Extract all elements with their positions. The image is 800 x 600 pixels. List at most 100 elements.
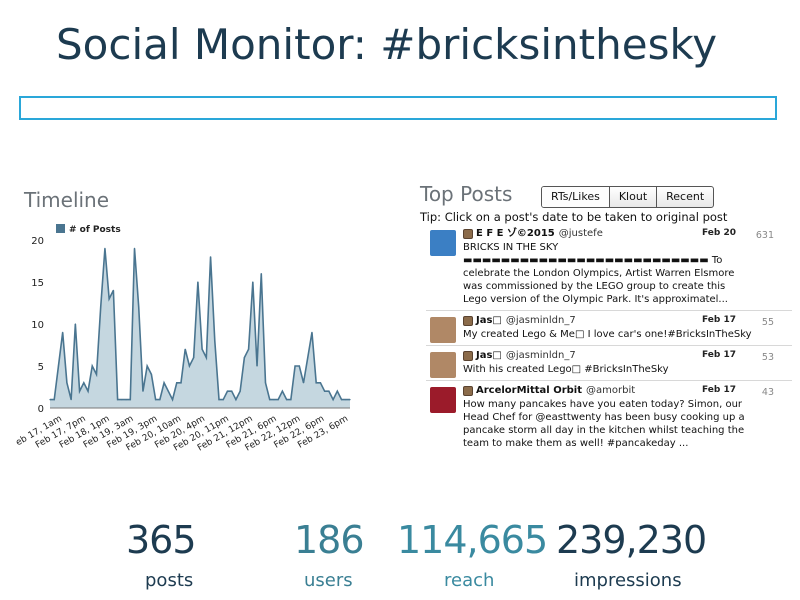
stat-posts-label: posts (145, 570, 194, 591)
data-point (298, 365, 300, 367)
tab-rts-likes[interactable]: RTs/Likes (542, 187, 610, 207)
data-point (239, 390, 241, 392)
data-point (100, 306, 102, 308)
post-date-link[interactable]: Feb 17 (702, 385, 736, 395)
post-author[interactable]: Jas□ (476, 350, 502, 361)
data-point (264, 382, 267, 384)
data-point (319, 382, 322, 384)
avatar[interactable] (430, 387, 456, 413)
data-point (302, 382, 305, 384)
data-point (222, 399, 224, 401)
tab-klout[interactable]: Klout (610, 187, 658, 207)
data-point (201, 348, 203, 350)
post-date-link[interactable]: Feb 20 (702, 228, 736, 238)
data-point (260, 273, 262, 275)
instagram-icon (463, 350, 473, 361)
stat-impressions-label: impressions (574, 570, 682, 591)
data-point (188, 365, 191, 367)
data-point (193, 357, 195, 359)
data-point (235, 399, 237, 401)
avatar[interactable] (430, 352, 456, 378)
post-date-link[interactable]: Feb 17 (702, 315, 736, 325)
stat-impressions-value: 239,230 (556, 518, 707, 562)
post-handle[interactable]: @justefe (558, 228, 603, 239)
data-point (167, 390, 169, 392)
data-point (62, 331, 64, 333)
data-point (290, 399, 292, 401)
data-point (49, 399, 51, 401)
stat-reach-value: 114,665 (397, 518, 548, 562)
data-point (117, 399, 119, 401)
data-point (209, 256, 212, 258)
post-item: E F E ゾ©2015 @justefe Feb 20 631 BRICKS … (426, 224, 792, 311)
post-date-link[interactable]: Feb 17 (702, 350, 736, 360)
avatar[interactable] (430, 230, 456, 256)
data-point (176, 382, 178, 384)
y-tick-label: 20 (31, 236, 44, 247)
data-point (70, 399, 72, 401)
post-item: ArcelorMittal Orbit @amorbit Feb 17 43 H… (426, 381, 792, 454)
data-point (104, 247, 106, 249)
data-point (273, 399, 275, 401)
data-point (286, 399, 288, 401)
data-point (226, 390, 229, 392)
series-line (50, 248, 350, 402)
timeline-heading: Timeline (24, 188, 110, 212)
post-engagement-count: 55 (761, 317, 774, 328)
data-point (121, 399, 123, 401)
post-author[interactable]: Jas□ (476, 315, 502, 326)
y-tick-label: 10 (31, 320, 44, 331)
data-point (53, 399, 55, 401)
legend-swatch (56, 224, 65, 233)
avatar[interactable] (430, 317, 456, 343)
post-author[interactable]: E F E ゾ©2015 (476, 228, 555, 239)
y-tick-label: 15 (31, 278, 44, 289)
data-point (155, 399, 157, 401)
post-item: Jas□ @jasminldn_7 Feb 17 55 My created L… (426, 311, 792, 346)
data-point (214, 340, 216, 342)
post-handle[interactable]: @amorbit (586, 385, 636, 396)
page-title: Social Monitor: #bricksinthesky (56, 20, 718, 69)
post-text: BRICKS IN THE SKY ▬▬▬▬▬▬▬▬▬▬▬▬▬▬▬▬▬▬▬▬▬▬… (463, 242, 735, 305)
data-point (95, 373, 98, 375)
data-point (66, 382, 68, 384)
data-point (108, 298, 110, 300)
post-engagement-count: 631 (755, 230, 774, 241)
data-point (340, 399, 343, 401)
top-posts-heading: Top Posts (420, 182, 513, 206)
data-point (294, 365, 296, 367)
top-posts-list: E F E ゾ©2015 @justefe Feb 20 631 BRICKS … (426, 224, 792, 456)
post-text: How many pancakes have you eaten today? … (463, 399, 748, 449)
data-point (269, 399, 271, 401)
y-tick-label: 0 (38, 404, 44, 415)
hashtag-search-input[interactable] (19, 96, 777, 120)
data-point (307, 357, 309, 359)
data-point (349, 399, 351, 401)
data-point (345, 399, 347, 401)
data-point (78, 390, 81, 392)
data-point (57, 365, 60, 367)
data-point (336, 390, 338, 392)
instagram-icon (463, 315, 473, 326)
data-point (281, 390, 283, 392)
tab-recent[interactable]: Recent (666, 190, 705, 203)
post-item: Jas□ @jasminldn_7 Feb 17 53 With his cre… (426, 346, 792, 381)
data-point (146, 365, 148, 367)
legend-label: # of Posts (69, 225, 121, 235)
instagram-icon (463, 385, 473, 396)
data-point (218, 399, 220, 401)
data-point (243, 357, 245, 359)
top-posts-sort-tabs: RTs/Likes Klout Recent (541, 186, 715, 208)
post-text: With his created Lego□ #BricksInTheSky (463, 364, 669, 375)
data-point (87, 390, 89, 392)
data-point (231, 390, 233, 392)
post-handle[interactable]: @jasminldn_7 (505, 315, 576, 326)
data-point (315, 382, 317, 384)
data-point (129, 399, 131, 401)
post-author[interactable]: ArcelorMittal Orbit (476, 385, 583, 396)
stat-posts-value: 365 (126, 518, 197, 562)
post-handle[interactable]: @jasminldn_7 (505, 350, 576, 361)
data-point (112, 289, 114, 291)
data-point (197, 281, 199, 283)
